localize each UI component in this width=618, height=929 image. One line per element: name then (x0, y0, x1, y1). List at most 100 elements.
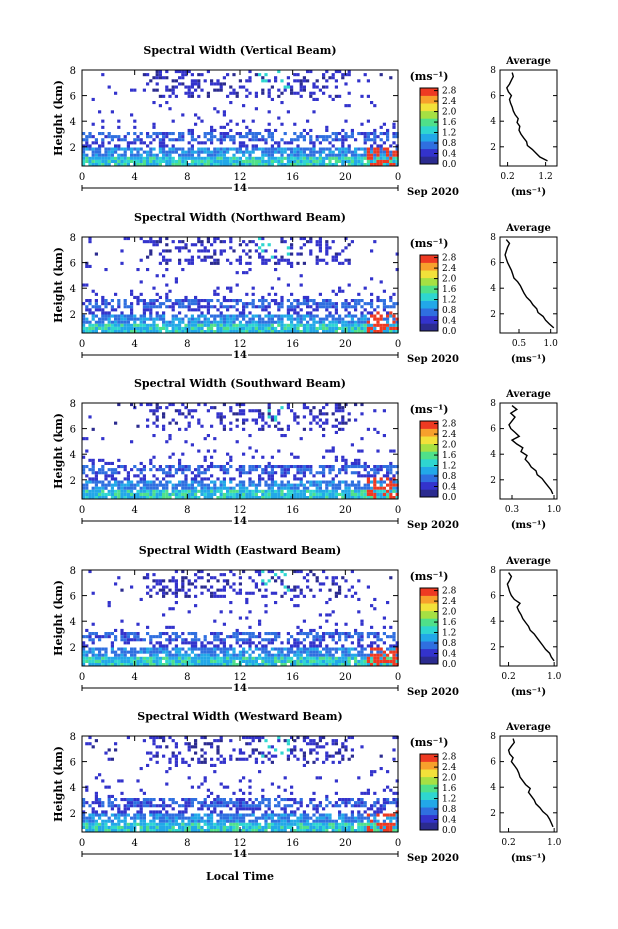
y-tick-label: 2 (70, 476, 76, 487)
colorbar-tick-label: 1.2 (442, 129, 456, 139)
average-x-tick-label: 0.2 (501, 672, 515, 682)
average-title: Average (505, 56, 551, 67)
x-tick-label: 0 (395, 172, 401, 183)
colorbar-segment (420, 421, 438, 429)
colorbar-tick-label: 0.8 (442, 639, 457, 649)
heatmap-cells (82, 237, 399, 334)
x-tick-label: 8 (184, 838, 190, 849)
date-label: Sep 2020 (407, 687, 459, 698)
colorbar-segment (420, 262, 438, 271)
x-tick-label: 0 (79, 505, 85, 516)
colorbar-tick-label: 0.4 (442, 816, 457, 826)
y-tick-label: 4 (70, 117, 76, 128)
average-profile-line (504, 239, 555, 329)
colorbar-tick-label: 2.4 (442, 430, 457, 440)
colorbar-tick-label: 0.8 (442, 306, 457, 316)
colorbar-tick-label: 0.4 (442, 317, 457, 327)
x-tick-label: 0 (79, 838, 85, 849)
y-tick-label: 8 (70, 732, 76, 743)
average-y-tick-label: 6 (490, 592, 496, 602)
colorbar-segment (420, 799, 438, 808)
average-x-tick-label: 1.0 (547, 672, 562, 682)
average-title: Average (505, 722, 551, 733)
average-y-tick-label: 6 (490, 758, 496, 768)
average-y-tick-label: 4 (490, 117, 496, 127)
average-x-tick-label: 0.2 (500, 172, 514, 182)
y-tick-label: 6 (70, 758, 76, 769)
colorbar-segment (420, 822, 438, 831)
heatmap-cells (82, 570, 399, 667)
y-axis-label: Height (km) (52, 746, 65, 822)
colorbar-frame (419, 587, 439, 665)
date-label: Sep 2020 (407, 354, 459, 365)
x-tick-label: 20 (339, 672, 352, 683)
colorbar-unit: (ms⁻¹) (410, 736, 449, 749)
average-title: Average (505, 556, 551, 567)
average-x-tick-label: 0.5 (512, 339, 527, 349)
colorbar-segment (420, 285, 438, 294)
panel-title: Spectral Width (Eastward Beam) (139, 544, 341, 557)
x-tick-label: 8 (184, 505, 190, 516)
day-label-bg (232, 182, 248, 192)
x-tick-label: 20 (339, 838, 352, 849)
y-axis-label: Height (km) (52, 80, 65, 156)
x-tick-label: 0 (79, 339, 85, 350)
colorbar-tick-label: 1.2 (442, 795, 456, 805)
colorbar-segment (420, 776, 438, 785)
colorbar-tick-label: 2.0 (442, 608, 457, 618)
colorbar-frame (419, 420, 439, 498)
x-tick-label: 16 (286, 838, 299, 849)
colorbar-segment (420, 474, 438, 483)
x-tick-label: 12 (234, 172, 247, 183)
average-x-tick-label: 0.2 (501, 838, 515, 848)
average-x-tick-label: 1.0 (547, 505, 562, 515)
average-y-tick-label: 2 (490, 310, 496, 320)
colorbar-segment (420, 270, 438, 279)
average-y-tick-label: 4 (490, 783, 496, 793)
colorbar-segment (420, 436, 438, 445)
average-title: Average (505, 389, 551, 400)
average-x-tick-label: 1.0 (547, 838, 562, 848)
colorbar-tick-label: 0.0 (442, 660, 457, 670)
colorbar-segment (420, 626, 438, 634)
x-tick-label: 0 (395, 505, 401, 516)
y-tick-label: 6 (70, 259, 76, 270)
average-y-tick-label: 2 (490, 476, 496, 486)
colorbar-tick-label: 1.6 (442, 784, 457, 794)
heatmap-cells (82, 70, 399, 167)
colorbar-segment (420, 103, 438, 112)
day-label: 14 (233, 849, 247, 860)
colorbar-segment (420, 761, 438, 770)
date-label: Sep 2020 (407, 187, 459, 198)
colorbar-segment (420, 489, 438, 498)
y-tick-label: 2 (70, 143, 76, 154)
panel-title: Spectral Width (Westward Beam) (137, 710, 342, 723)
average-x-tick-label: 0.3 (505, 505, 520, 515)
colorbar-tick-label: 2.8 (442, 254, 457, 264)
panel-title: Spectral Width (Southward Beam) (134, 377, 346, 390)
colorbar-tick-label: 2.8 (442, 87, 457, 97)
y-axis-label: Height (km) (52, 413, 65, 489)
colorbar-segment (420, 792, 438, 800)
y-tick-label: 8 (70, 233, 76, 244)
panel-2: Spectral Width (Southward Beam) 8 6 4 2 Heigh… (52, 377, 561, 531)
colorbar-tick-label: 2.0 (442, 275, 457, 285)
colorbar-tick-label: 0.0 (442, 327, 457, 337)
date-label: Sep 2020 (407, 853, 459, 864)
average-x-tick-label: 1.2 (538, 172, 552, 182)
colorbar-unit: (ms⁻¹) (410, 70, 449, 83)
average-y-tick-label: 8 (490, 399, 496, 409)
x-tick-label: 12 (234, 838, 247, 849)
colorbar-unit: (ms⁻¹) (410, 570, 449, 583)
x-tick-label: 12 (234, 339, 247, 350)
colorbar-segment (420, 315, 438, 324)
colorbar-tick-label: 0.4 (442, 150, 457, 160)
x-tick-label: 0 (79, 672, 85, 683)
colorbar-segment (420, 459, 438, 467)
colorbar-tick-label: 0.0 (442, 160, 457, 170)
x-tick-label: 16 (286, 339, 299, 350)
colorbar-segment (420, 784, 438, 793)
colorbar-segment (420, 588, 438, 596)
average-frame (499, 569, 558, 667)
average-profile-line (507, 738, 554, 828)
